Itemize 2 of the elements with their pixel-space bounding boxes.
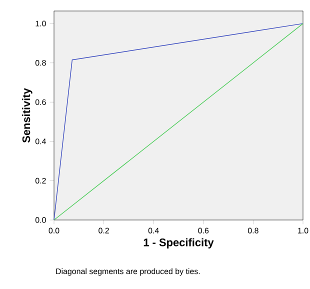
y-axis-title: Sensitivity [22,88,32,143]
x-axis-title: 1 - Specificity [144,238,214,248]
